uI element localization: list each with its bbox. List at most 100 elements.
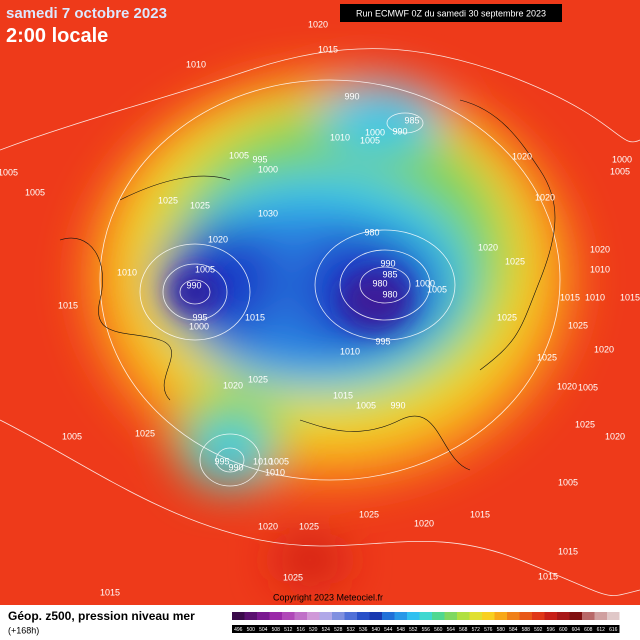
colorbar-swatch bbox=[519, 612, 532, 620]
local-time: 2:00 locale bbox=[6, 25, 108, 47]
run-box bbox=[340, 4, 562, 22]
isobar-label: 1015 bbox=[100, 587, 120, 597]
isobar-label: 1020 bbox=[605, 431, 625, 441]
isobar-label: 1010 bbox=[117, 267, 137, 277]
low-centers bbox=[170, 270, 410, 330]
isobar-label: 1005 bbox=[0, 167, 18, 177]
isobar-label: 1010 bbox=[253, 456, 273, 466]
colorbar-label-box bbox=[319, 625, 332, 633]
colorbar-label: 504 bbox=[259, 627, 268, 633]
isobar-label: 1010 bbox=[265, 467, 285, 477]
isobar-label: 1020 bbox=[414, 518, 434, 528]
isobar-label: 1005 bbox=[578, 382, 598, 392]
colorbar-label: 572 bbox=[472, 627, 481, 633]
colorbar-label-box bbox=[582, 625, 595, 633]
colorbar-label: 564 bbox=[447, 627, 456, 633]
colorbar-label: 516 bbox=[297, 627, 306, 633]
colorbar-label-box bbox=[332, 625, 345, 633]
isobar-label: 1025 bbox=[248, 374, 268, 384]
colorbar-label-box bbox=[519, 625, 532, 633]
colorbar-label-box bbox=[432, 625, 445, 633]
isobar-label: 990 bbox=[344, 91, 359, 101]
colorbar-label-box bbox=[569, 625, 582, 633]
colorbar-swatch bbox=[294, 612, 307, 620]
lead-time: (+168h) bbox=[8, 625, 39, 635]
isobar-label: 1025 bbox=[568, 320, 588, 330]
colorbar-swatch bbox=[419, 612, 432, 620]
isobar-label: 1005 bbox=[25, 187, 45, 197]
colorbar-label: 596 bbox=[547, 627, 556, 633]
colorbar-label-box bbox=[382, 625, 395, 633]
colorbar-label-box bbox=[482, 625, 495, 633]
colorbar-label: 576 bbox=[484, 627, 493, 633]
colorbar-label: 536 bbox=[359, 627, 368, 633]
isobar-label: 990 bbox=[380, 258, 395, 268]
colorbar-label: 540 bbox=[372, 627, 381, 633]
colorbar-swatch bbox=[494, 612, 507, 620]
colorbar-swatch bbox=[532, 612, 545, 620]
colorbar-label-box bbox=[232, 625, 245, 633]
isobar-label: 980 bbox=[364, 227, 379, 237]
colorbar-swatch bbox=[357, 612, 370, 620]
colorbar-label-box bbox=[257, 625, 270, 633]
colorbar-swatch bbox=[594, 612, 607, 620]
colorbar-label: 512 bbox=[284, 627, 293, 633]
colorbar-label-box bbox=[532, 625, 545, 633]
isobar-label: 1005 bbox=[356, 400, 376, 410]
isobar-label: 1030 bbox=[258, 208, 278, 218]
colorbar-swatch bbox=[307, 612, 320, 620]
colorbar-swatch bbox=[394, 612, 407, 620]
isobar-label: 1025 bbox=[299, 521, 319, 531]
isobar-label: 1020 bbox=[208, 234, 228, 244]
colorbar-label-box bbox=[269, 625, 282, 633]
isobar-label: 1010 bbox=[330, 132, 350, 142]
colorbar-label: 588 bbox=[522, 627, 531, 633]
colorbar: 496 500 504 508 512 516 520 524 528 532 536 540 544 5… bbox=[232, 612, 620, 633]
colorbar-label: 524 bbox=[322, 627, 331, 633]
footer-bar bbox=[0, 605, 640, 640]
colorbar-swatch bbox=[332, 612, 345, 620]
isobar-label: 1020 bbox=[223, 380, 243, 390]
colorbar-label-box bbox=[394, 625, 407, 633]
isobar-label: 990 bbox=[390, 400, 405, 410]
isobar-label: 1015 bbox=[470, 509, 490, 519]
colorbar-label-box bbox=[507, 625, 520, 633]
colorbar-label: 584 bbox=[509, 627, 518, 633]
colorbar-swatch bbox=[257, 612, 270, 620]
isobar-label: 1020 bbox=[535, 192, 555, 202]
isobar-label: 1000 bbox=[365, 127, 385, 137]
isobar-label: 1000 bbox=[258, 164, 278, 174]
isobar-label: 1000 bbox=[189, 321, 209, 331]
isobar-label: 1020 bbox=[478, 242, 498, 252]
copyright: Copyright 2023 Meteociel.fr bbox=[273, 592, 383, 602]
isobar-label: 995 bbox=[375, 336, 390, 346]
colorbar-label-box bbox=[357, 625, 370, 633]
isobar-label: 1005 bbox=[195, 264, 215, 274]
colorbar-swatch bbox=[469, 612, 482, 620]
colorbar-label: 580 bbox=[497, 627, 506, 633]
isobar-label: 1020 bbox=[308, 19, 328, 29]
isobar-label: 995 bbox=[252, 154, 267, 164]
colorbar-swatch bbox=[457, 612, 470, 620]
isobar-label: 1015 bbox=[318, 44, 338, 54]
isobar-label: 1020 bbox=[258, 521, 278, 531]
isobar-label: 1020 bbox=[590, 244, 610, 254]
isobar-label: 1025 bbox=[505, 256, 525, 266]
colorbar-label-box bbox=[594, 625, 607, 633]
isobar-label: 1010 bbox=[340, 346, 360, 356]
colorbar-swatch bbox=[344, 612, 357, 620]
colorbar-label: 568 bbox=[459, 627, 468, 633]
colorbar-label: 552 bbox=[409, 627, 418, 633]
isobar-label: 1020 bbox=[594, 344, 614, 354]
isobar-label: 1010 bbox=[585, 292, 605, 302]
isobar-label: 1025 bbox=[575, 419, 595, 429]
isobar-label: 1025 bbox=[497, 312, 517, 322]
isobar-label: 1020 bbox=[557, 381, 577, 391]
colorbar-label: 520 bbox=[309, 627, 318, 633]
isobar-label: 1025 bbox=[135, 428, 155, 438]
colorbar-label-box bbox=[494, 625, 507, 633]
isobar-label: 980 bbox=[382, 289, 397, 299]
colorbar-swatch bbox=[244, 612, 257, 620]
colorbar-swatch bbox=[382, 612, 395, 620]
